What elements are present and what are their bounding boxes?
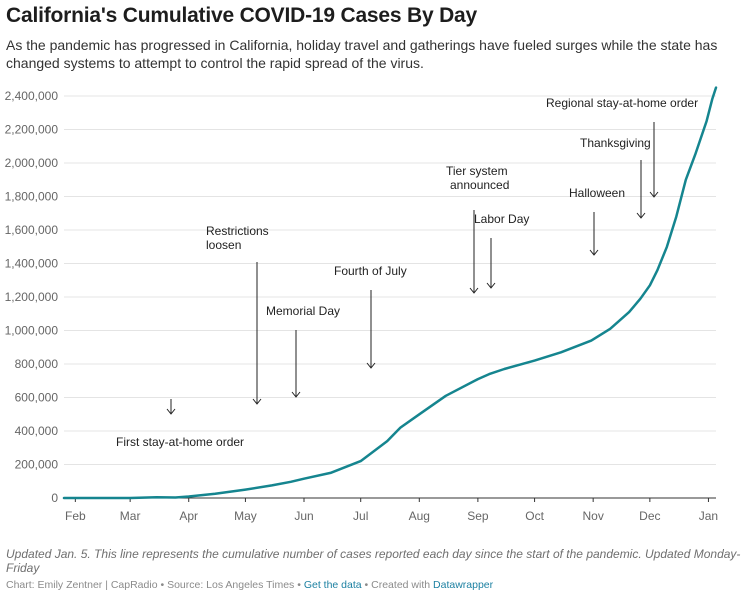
annotation-label: Thanksgiving xyxy=(580,136,651,150)
annotation-arrowhead xyxy=(636,212,646,219)
annotation-label: Memorial Day xyxy=(266,304,340,318)
annotation-label: announced xyxy=(450,178,509,192)
y-tick-label: 200,000 xyxy=(15,458,59,472)
byline-separator: • xyxy=(157,579,168,591)
x-tick-label: Jun xyxy=(294,509,313,523)
annotation-label: Regional stay-at-home order xyxy=(546,96,698,110)
x-tick-label: Jan xyxy=(699,509,718,523)
annotation-arrowhead xyxy=(469,287,479,294)
y-tick-label: 2,400,000 xyxy=(5,89,59,103)
y-tick-label: 1,400,000 xyxy=(5,257,59,271)
x-tick-label: Aug xyxy=(409,509,430,523)
get-the-data-link[interactable]: Get the data xyxy=(303,579,362,591)
data-source: Source: Los Angeles Times xyxy=(167,579,295,591)
x-tick-label: May xyxy=(234,509,257,523)
y-tick-label: 400,000 xyxy=(15,424,59,438)
annotation-arrowhead xyxy=(166,408,176,415)
y-tick-label: 2,200,000 xyxy=(5,123,59,137)
chart-subtitle: As the pandemic has progressed in Califo… xyxy=(6,37,718,71)
datawrapper-link[interactable]: Datawrapper xyxy=(433,579,494,591)
y-tick-label: 2,000,000 xyxy=(5,156,59,170)
x-tick-label: Apr xyxy=(179,509,198,523)
chart-notes: Updated Jan. 5. This line represents the… xyxy=(6,547,741,575)
y-tick-label: 1,200,000 xyxy=(5,290,59,304)
chart-byline: Chart: Emily Zentner | CapRadio • Source… xyxy=(6,579,746,591)
annotation-label: Tier system xyxy=(446,164,508,178)
x-tick-label: Feb xyxy=(65,509,86,523)
x-tick-label: Jul xyxy=(353,509,368,523)
cumulative-cases-line xyxy=(62,86,718,500)
annotation-label: Fourth of July xyxy=(334,264,407,278)
y-tick-label: 0 xyxy=(51,491,58,505)
byline-separator: • xyxy=(294,579,304,591)
cumulative-cases-line-chart: 0 200,000 400,000 600,000 800,000 1,000,000 1,… xyxy=(5,86,718,523)
annotation-arrowhead xyxy=(486,282,496,289)
chart-title: California's Cumulative COVID-19 Cases B… xyxy=(6,4,477,27)
x-tick-label: Sep xyxy=(467,509,489,523)
byline-separator: • xyxy=(361,579,372,591)
annotation-label: loosen xyxy=(206,238,241,252)
annotation-arrowhead xyxy=(649,191,659,198)
created-with-label: Created with xyxy=(371,579,431,591)
annotation-arrowhead xyxy=(291,391,301,398)
x-tick-label: Nov xyxy=(582,509,603,523)
annotation-label: Halloween xyxy=(569,186,625,200)
annotation-label: First stay-at-home order xyxy=(116,435,244,449)
annotation-arrowhead xyxy=(589,249,599,256)
chart-credit: Chart: Emily Zentner | CapRadio xyxy=(6,579,158,591)
annotation-arrowhead xyxy=(366,362,376,369)
series-layer xyxy=(62,86,718,500)
gridlines xyxy=(64,95,716,499)
y-axis-tick-labels: 0 200,000 400,000 600,000 800,000 1,000,000 1,… xyxy=(5,89,59,505)
y-tick-label: 1,800,000 xyxy=(5,190,59,204)
annotation-label: Labor Day xyxy=(474,212,529,226)
x-tick-label: Mar xyxy=(120,509,141,523)
annotation-arrowhead xyxy=(252,398,262,405)
x-tick-label: Dec xyxy=(639,509,660,523)
y-tick-label: 800,000 xyxy=(15,357,59,371)
y-tick-label: 1,000,000 xyxy=(5,324,59,338)
annotation-label: Restrictions xyxy=(206,224,269,238)
annotations: First stay-at-home order Restrictionsloos… xyxy=(116,96,698,449)
x-tick-label: Oct xyxy=(525,509,544,523)
x-axis-tick-labels: Feb Mar Apr May Jun Jul Aug Sep Oct Nov Dec Jan xyxy=(65,498,718,523)
y-tick-label: 1,600,000 xyxy=(5,223,59,237)
y-tick-label: 600,000 xyxy=(15,391,59,405)
